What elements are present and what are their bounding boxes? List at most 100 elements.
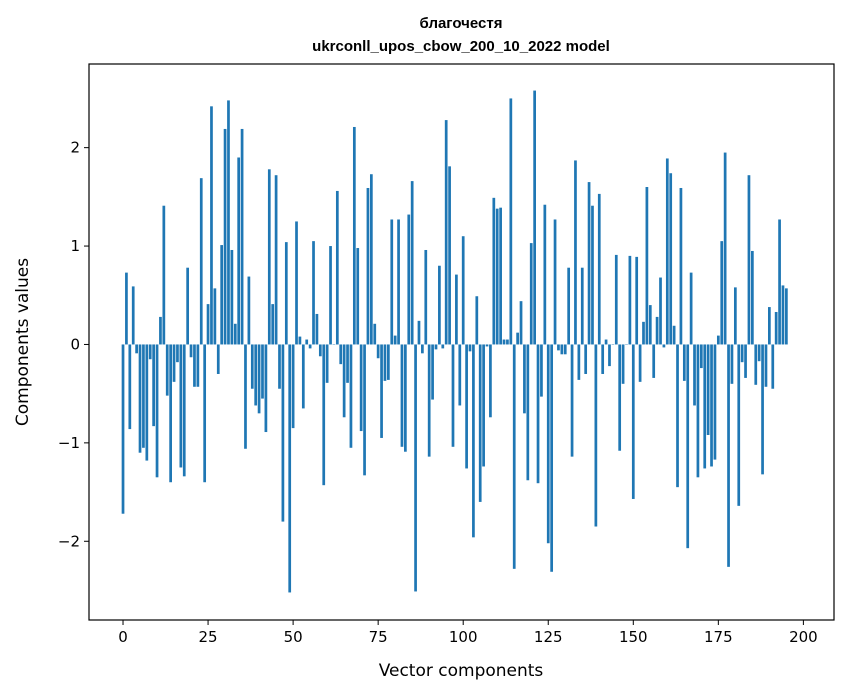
- bars-group: [121, 90, 788, 593]
- bar: [352, 126, 356, 345]
- y-tick-label: 2: [70, 139, 80, 157]
- bar: [536, 344, 540, 484]
- bar: [563, 344, 567, 355]
- bar: [417, 320, 421, 345]
- bar: [383, 344, 387, 381]
- bar: [298, 336, 302, 345]
- x-tick-label: 150: [619, 628, 648, 646]
- bar: [451, 344, 455, 447]
- bar: [543, 204, 547, 345]
- bar: [601, 344, 605, 374]
- x-tick-label: 25: [199, 628, 218, 646]
- bar: [744, 344, 747, 378]
- x-axis-ticks: 0 25 50 75 100 125 150 175 200: [118, 620, 818, 646]
- bar: [676, 344, 679, 488]
- bar: [271, 304, 275, 345]
- bar: [771, 344, 775, 389]
- bar: [227, 100, 230, 345]
- bar: [482, 344, 485, 467]
- bar: [475, 296, 479, 345]
- bar: [659, 277, 662, 345]
- bar: [737, 344, 741, 506]
- bar: [679, 187, 683, 345]
- bar: [339, 344, 343, 365]
- bar: [189, 344, 193, 358]
- bar: [764, 344, 768, 387]
- bar: [716, 335, 720, 345]
- bar: [356, 248, 360, 345]
- y-tick-label: −1: [58, 434, 80, 452]
- bar: [509, 98, 513, 345]
- bar: [427, 344, 431, 457]
- bar: [125, 272, 128, 345]
- bar: [512, 344, 516, 569]
- bar: [135, 344, 138, 354]
- y-axis-label: Components values: [13, 258, 33, 426]
- bar: [489, 344, 492, 418]
- bar: [305, 339, 309, 345]
- bar: [281, 344, 285, 522]
- bar: [165, 344, 169, 396]
- y-tick-label: −2: [58, 532, 80, 550]
- bar: [642, 321, 645, 345]
- bar: [216, 344, 220, 374]
- bar: [288, 344, 292, 593]
- bar: [315, 313, 319, 345]
- bar: [397, 219, 400, 345]
- bar: [312, 241, 315, 345]
- bar: [785, 288, 788, 345]
- bar: [284, 242, 288, 345]
- bar: [635, 256, 639, 345]
- bar: [648, 305, 652, 345]
- bar: [781, 285, 785, 345]
- bar: [580, 267, 584, 345]
- bar: [431, 344, 434, 400]
- bar: [574, 160, 577, 345]
- x-tick-label: 50: [284, 628, 303, 646]
- bar: [145, 344, 149, 461]
- x-tick-label: 125: [534, 628, 563, 646]
- bar: [621, 344, 625, 384]
- bar: [404, 344, 407, 452]
- bar: [461, 236, 465, 345]
- bar: [335, 190, 339, 345]
- bar: [233, 323, 237, 345]
- x-tick-label: 175: [704, 628, 733, 646]
- bar: [546, 344, 550, 544]
- bar: [567, 267, 571, 345]
- bar: [193, 344, 196, 387]
- bar: [322, 344, 326, 486]
- bar: [210, 106, 213, 345]
- y-axis-ticks: −2 −1 0 1 2: [58, 139, 89, 550]
- bar: [441, 344, 445, 349]
- bar: [618, 344, 622, 451]
- bar: [359, 344, 363, 432]
- bar: [577, 344, 581, 380]
- bar: [301, 344, 305, 409]
- bar: [390, 219, 394, 345]
- bar: [159, 316, 162, 345]
- bar: [376, 344, 380, 359]
- bar: [686, 344, 690, 549]
- bar: [363, 344, 366, 476]
- bar: [267, 169, 271, 345]
- y-tick-label: 0: [70, 335, 80, 353]
- bar: [557, 344, 560, 351]
- bar: [519, 301, 523, 345]
- bar: [128, 344, 132, 430]
- bar: [499, 207, 502, 345]
- bar: [410, 181, 414, 345]
- bar: [342, 344, 346, 418]
- bar: [468, 344, 472, 352]
- bar: [747, 175, 751, 345]
- bar: [754, 344, 758, 385]
- bar: [148, 344, 152, 360]
- bar: [516, 332, 519, 345]
- bar: [526, 344, 530, 481]
- bar: [121, 344, 125, 514]
- bar: [237, 157, 241, 345]
- bar: [703, 344, 707, 469]
- bar: [594, 344, 598, 527]
- bar: [608, 344, 611, 367]
- bar: [264, 344, 268, 433]
